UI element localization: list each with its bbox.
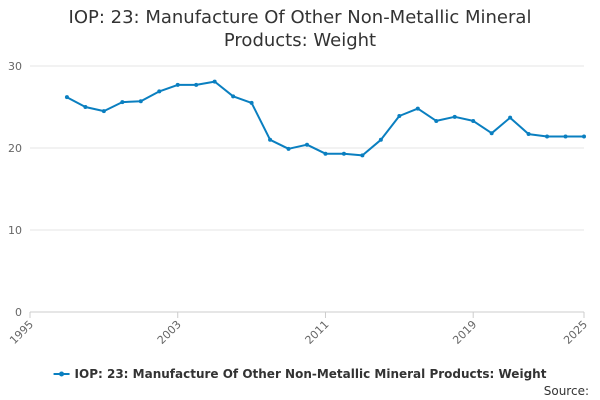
data-point-1997[interactable] xyxy=(64,95,69,100)
chart-title-line-2: Products: Weight xyxy=(223,30,377,51)
series-line xyxy=(65,80,585,157)
data-point-2012[interactable] xyxy=(341,151,346,156)
x-tick-label-2025: 2025 xyxy=(561,318,590,347)
y-tick-label-0: 0 xyxy=(15,306,22,319)
data-point-1999[interactable] xyxy=(101,109,106,114)
data-point-2005[interactable] xyxy=(212,79,217,84)
y-tick-label-10: 10 xyxy=(8,224,22,237)
y-tick-label-20: 20 xyxy=(8,142,22,155)
data-point-2009[interactable] xyxy=(286,146,291,151)
x-tick-label-2003: 2003 xyxy=(155,318,184,347)
data-point-2013[interactable] xyxy=(360,153,365,158)
y-axis: 0 10 20 30 xyxy=(8,60,22,319)
x-axis: 1995 2003 2011 2019 2025 xyxy=(7,311,590,347)
legend[interactable]: IOP: 23: Manufacture Of Other Non-Metall… xyxy=(53,367,547,381)
source-label: Source: xyxy=(544,384,589,398)
y-tick-label-30: 30 xyxy=(8,60,22,73)
data-point-2006[interactable] xyxy=(231,94,236,99)
data-point-2004[interactable] xyxy=(194,82,199,87)
data-point-2003[interactable] xyxy=(175,82,180,87)
data-point-2020[interactable] xyxy=(489,131,494,136)
x-tick-label-2011: 2011 xyxy=(303,318,332,347)
data-point-2000[interactable] xyxy=(120,100,125,105)
data-point-2016[interactable] xyxy=(415,106,420,111)
data-point-2021[interactable] xyxy=(508,115,513,120)
data-point-2023[interactable] xyxy=(545,134,550,139)
x-tick-label-2019: 2019 xyxy=(450,318,479,347)
data-point-2019[interactable] xyxy=(471,118,476,123)
data-point-2011[interactable] xyxy=(323,151,328,156)
legend-label: IOP: 23: Manufacture Of Other Non-Metall… xyxy=(75,367,547,381)
x-tick-label-1995: 1995 xyxy=(7,318,36,347)
chart-title: IOP: 23: Manufacture Of Other Non-Metall… xyxy=(0,6,600,52)
data-point-1998[interactable] xyxy=(83,105,88,109)
data-point-2002[interactable] xyxy=(157,89,162,94)
data-point-2015[interactable] xyxy=(397,114,402,119)
data-point-2025[interactable] xyxy=(582,134,586,139)
data-point-2008[interactable] xyxy=(268,137,273,142)
data-point-2014[interactable] xyxy=(378,137,383,142)
data-point-2022[interactable] xyxy=(526,132,531,137)
legend-symbol-marker xyxy=(59,371,65,377)
data-point-2007[interactable] xyxy=(249,100,254,105)
chart-title-line-1: IOP: 23: Manufacture Of Other Non-Metall… xyxy=(68,7,532,28)
data-point-2024[interactable] xyxy=(563,134,568,139)
data-point-2001[interactable] xyxy=(138,99,143,104)
data-point-2017[interactable] xyxy=(434,118,439,123)
data-point-2010[interactable] xyxy=(305,142,309,147)
series-layer xyxy=(64,79,586,158)
gridlines xyxy=(30,65,584,231)
data-point-2018[interactable] xyxy=(452,114,457,119)
